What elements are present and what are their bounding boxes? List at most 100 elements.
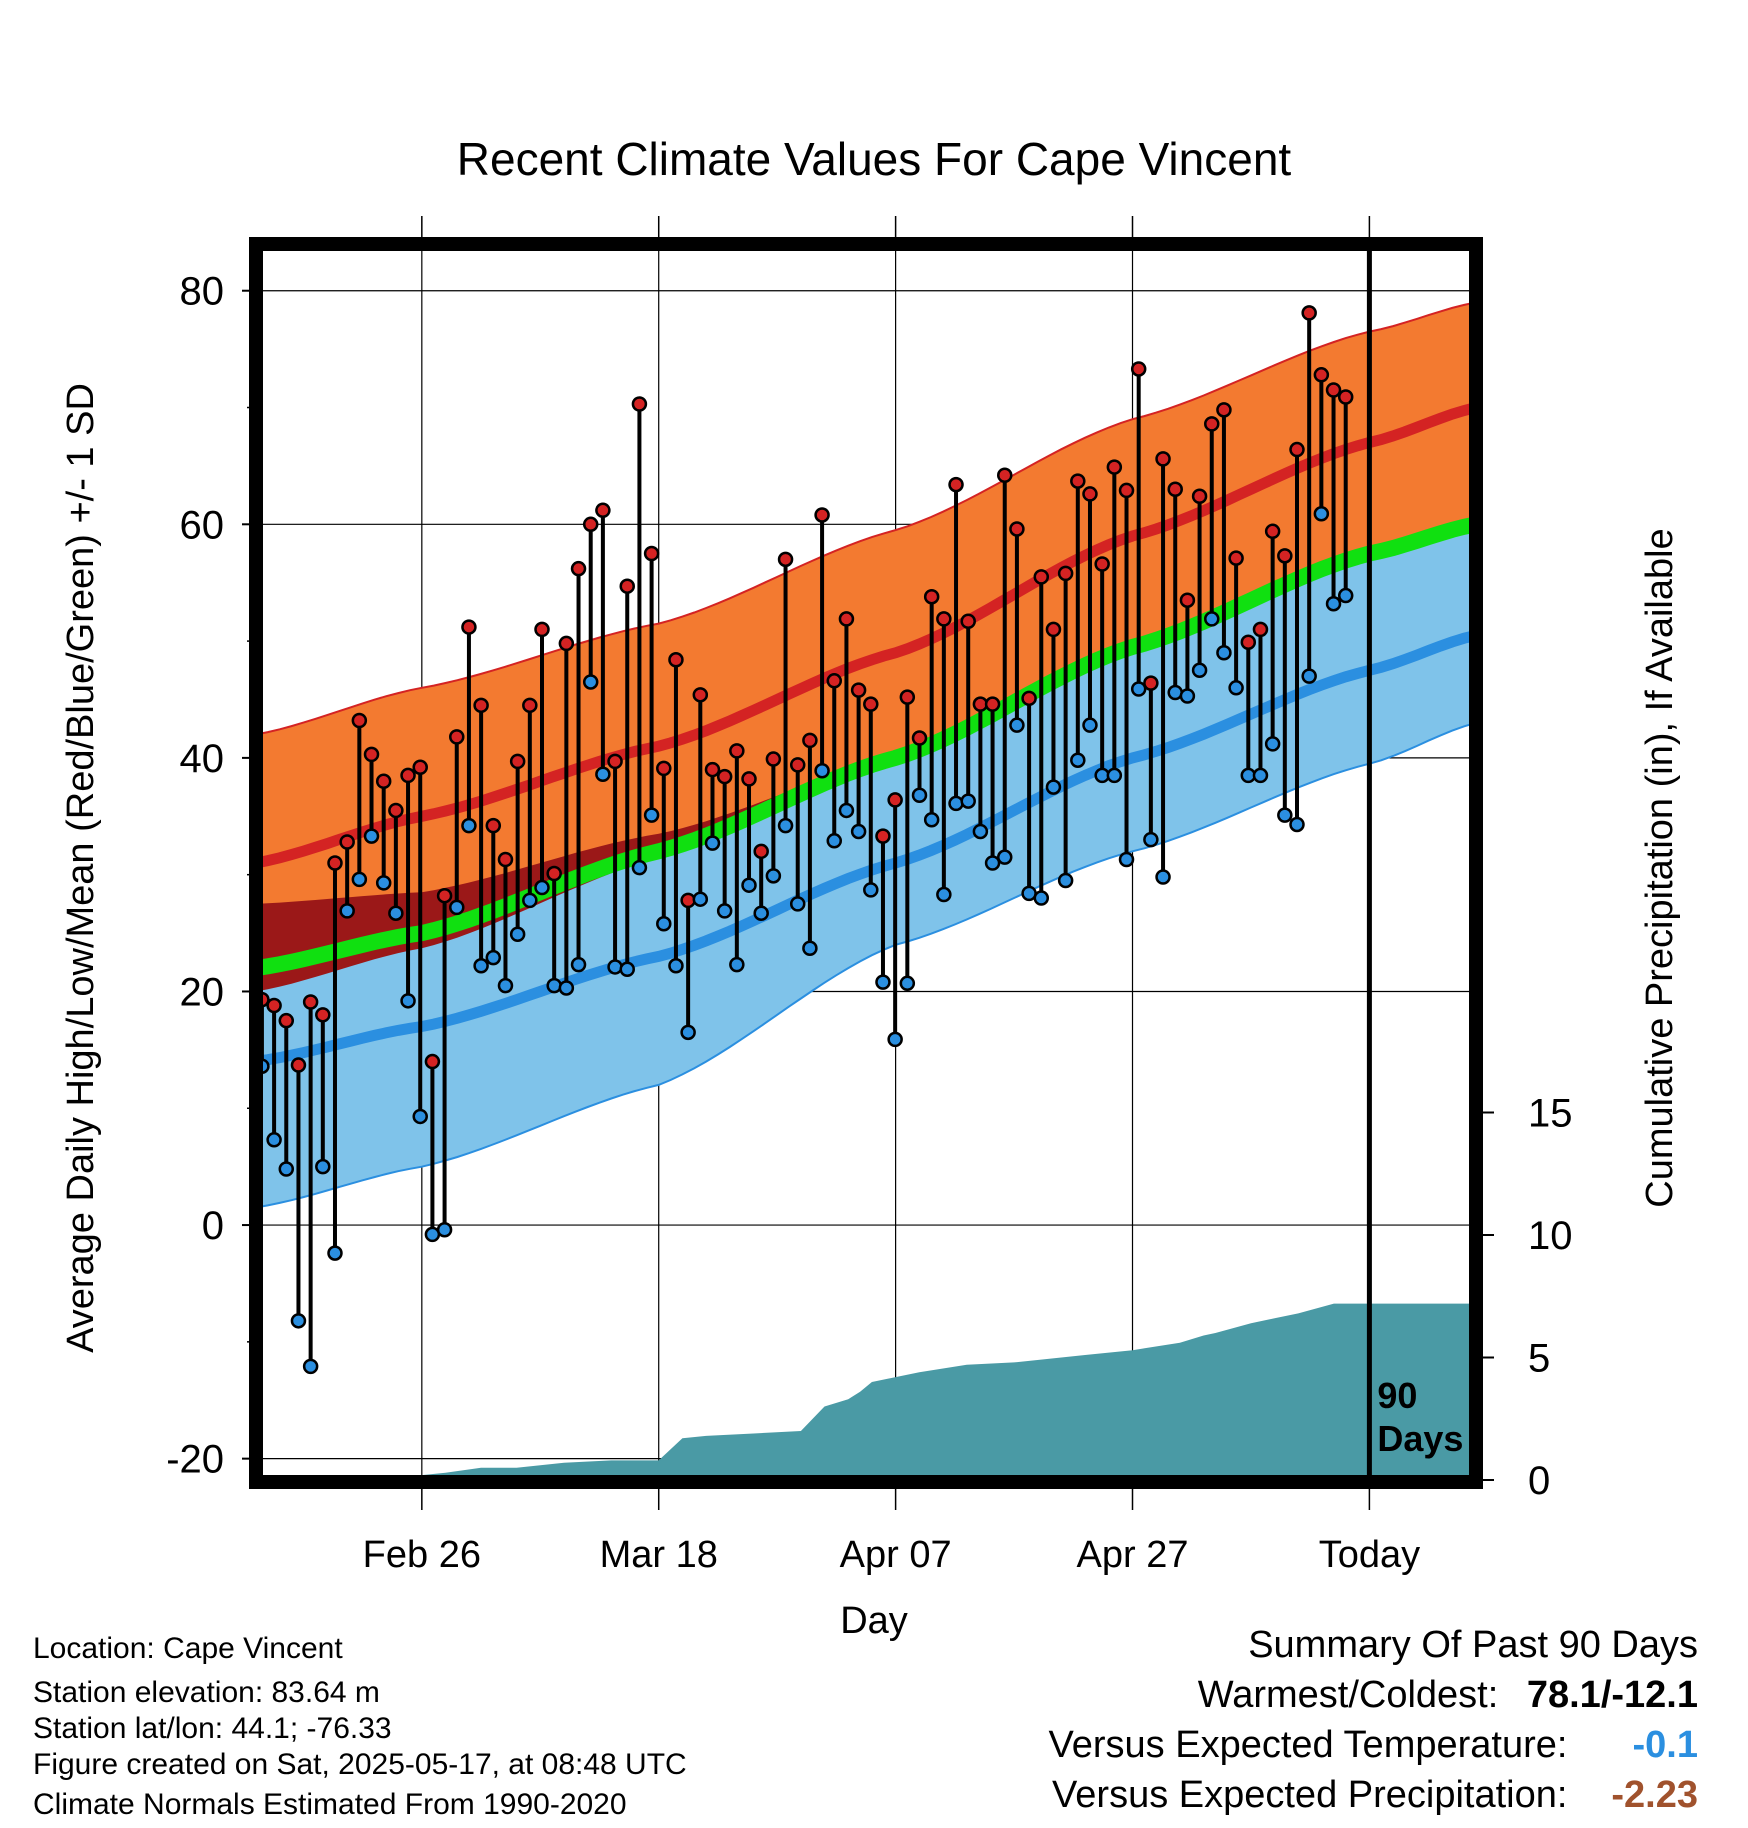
high-point bbox=[887, 792, 903, 808]
precipitation-area bbox=[256, 1303, 1476, 1480]
low-point bbox=[278, 1161, 295, 1177]
y-tick-label: 60 bbox=[180, 503, 225, 547]
high-point bbox=[704, 761, 721, 778]
low-point bbox=[570, 956, 587, 973]
low-point bbox=[302, 1358, 319, 1375]
low-point bbox=[315, 1158, 331, 1175]
precip-row: Versus Expected Precipitation: -2.23 bbox=[1049, 1770, 1698, 1820]
high-point bbox=[692, 687, 709, 703]
warm-cold-value: 78.1/-12.1 bbox=[1526, 1674, 1698, 1716]
high-point bbox=[863, 696, 879, 712]
low-point bbox=[911, 787, 928, 804]
y-tick-label: 0 bbox=[202, 1204, 224, 1248]
low-point bbox=[1143, 831, 1159, 848]
high-point bbox=[595, 502, 611, 519]
high-point bbox=[923, 588, 940, 605]
warm-cold-row: Warmest/Coldest: 78.1/-12.1 bbox=[1049, 1670, 1698, 1720]
high-point bbox=[266, 997, 282, 1014]
low-point bbox=[449, 899, 465, 916]
high-point bbox=[1118, 482, 1135, 499]
low-point bbox=[850, 823, 867, 840]
low-point bbox=[497, 977, 514, 994]
low-point bbox=[375, 875, 392, 891]
today-days-number: 90 bbox=[1377, 1375, 1417, 1416]
low-point bbox=[485, 949, 502, 966]
low-point bbox=[753, 905, 769, 921]
location-text: Location: Cape Vincent bbox=[33, 1632, 343, 1665]
low-point bbox=[1009, 717, 1025, 733]
high-point bbox=[485, 817, 502, 834]
high-point bbox=[1057, 565, 1074, 582]
high-point bbox=[875, 828, 891, 844]
high-point bbox=[936, 611, 952, 627]
y-tick-label: 40 bbox=[180, 737, 225, 781]
low-point bbox=[558, 980, 575, 996]
high-point bbox=[558, 635, 575, 652]
high-point bbox=[996, 467, 1013, 483]
latlon-text: Station lat/lon: 44.1; -76.33 bbox=[33, 1712, 392, 1745]
low-point bbox=[1082, 717, 1098, 733]
low-point bbox=[704, 835, 721, 851]
high-point bbox=[850, 682, 867, 698]
high-point bbox=[302, 994, 319, 1010]
high-point bbox=[984, 696, 1001, 712]
x-axis-label: Day bbox=[840, 1600, 908, 1642]
x-tick-label: Mar 18 bbox=[600, 1534, 718, 1576]
high-point bbox=[375, 773, 392, 789]
high-point bbox=[1021, 690, 1037, 707]
high-point bbox=[1289, 441, 1305, 458]
high-point bbox=[656, 760, 672, 777]
low-point bbox=[534, 879, 550, 896]
low-point bbox=[996, 849, 1013, 865]
high-point bbox=[290, 1057, 307, 1073]
low-point bbox=[972, 823, 989, 840]
high-point bbox=[1301, 305, 1317, 321]
high-point bbox=[1143, 675, 1159, 691]
low-point bbox=[1337, 587, 1354, 604]
low-point bbox=[412, 1108, 428, 1125]
low-point bbox=[363, 828, 380, 844]
low-point bbox=[327, 1245, 343, 1261]
low-point bbox=[1057, 872, 1074, 889]
low-point bbox=[595, 766, 611, 782]
high-point bbox=[1167, 481, 1183, 498]
x-tick-label: Feb 26 bbox=[363, 1534, 481, 1576]
high-point bbox=[424, 1053, 441, 1070]
low-point bbox=[400, 993, 416, 1009]
high-point bbox=[534, 621, 550, 638]
high-point bbox=[315, 1007, 331, 1023]
low-point bbox=[826, 833, 843, 849]
high-point bbox=[509, 753, 526, 770]
low-point bbox=[1155, 869, 1171, 885]
low-point bbox=[351, 871, 368, 888]
high-point bbox=[1337, 389, 1354, 405]
high-point bbox=[327, 855, 343, 871]
low-point bbox=[765, 868, 782, 884]
y2-tick-label: 0 bbox=[1528, 1459, 1550, 1503]
high-point bbox=[363, 746, 380, 763]
low-point bbox=[923, 812, 940, 828]
created-text: Figure created on Sat, 2025-05-17, at 08… bbox=[33, 1748, 687, 1781]
temp-label: Versus Expected Temperature: bbox=[1048, 1724, 1568, 1766]
low-point bbox=[1325, 595, 1342, 612]
low-point bbox=[814, 762, 830, 779]
high-point bbox=[668, 652, 684, 668]
high-point bbox=[1252, 621, 1269, 638]
low-point bbox=[436, 1221, 453, 1238]
high-point bbox=[789, 757, 806, 773]
high-point bbox=[1179, 592, 1196, 608]
y-tick-label: 20 bbox=[180, 970, 225, 1014]
high-point bbox=[814, 507, 830, 523]
high-point bbox=[278, 1012, 295, 1029]
precip-value: -2.23 bbox=[1611, 1774, 1698, 1816]
low-point bbox=[680, 1024, 696, 1041]
high-point bbox=[1082, 486, 1098, 502]
high-point bbox=[1264, 523, 1281, 540]
y-tick-label: -20 bbox=[166, 1438, 224, 1482]
low-point bbox=[1301, 668, 1317, 684]
low-point bbox=[1228, 680, 1244, 696]
y2-axis-label: Cumulative Precipitation (in), If Availa… bbox=[1639, 528, 1681, 1207]
low-point bbox=[607, 959, 623, 975]
low-point bbox=[1118, 851, 1135, 868]
high-point bbox=[461, 619, 477, 635]
